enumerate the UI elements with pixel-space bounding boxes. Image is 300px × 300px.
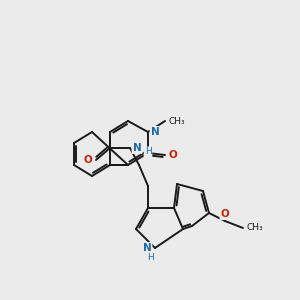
Text: H: H bbox=[145, 148, 152, 157]
Text: CH₃: CH₃ bbox=[169, 116, 185, 125]
Text: N: N bbox=[142, 243, 152, 253]
Text: H: H bbox=[148, 254, 154, 262]
Text: N: N bbox=[151, 127, 159, 137]
Text: O: O bbox=[169, 150, 177, 160]
Text: O: O bbox=[84, 155, 92, 165]
Text: O: O bbox=[220, 209, 230, 219]
Text: CH₃: CH₃ bbox=[247, 224, 263, 232]
Text: N: N bbox=[133, 143, 141, 153]
